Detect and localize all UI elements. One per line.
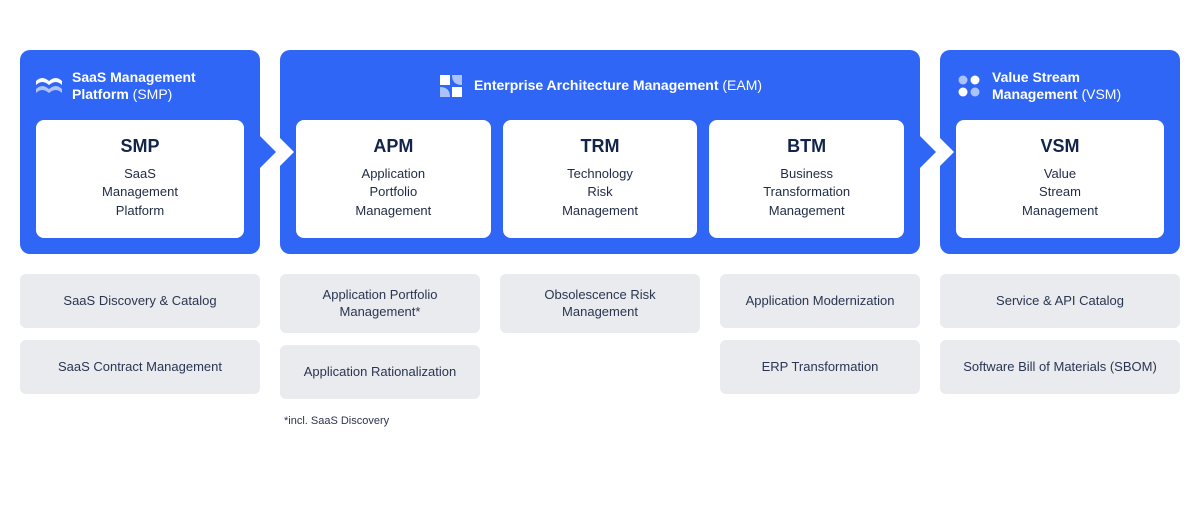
eam-title-suffix: (EAM) xyxy=(719,77,763,93)
vsm-title: Value Stream Management (VSM) xyxy=(992,69,1164,104)
trm-tags: Obsolescence Risk Management xyxy=(500,274,700,427)
card-line: Value xyxy=(964,165,1156,183)
vsm-tags: Service & API Catalog Software Bill of M… xyxy=(940,274,1180,427)
tags-row: SaaS Discovery & Catalog SaaS Contract M… xyxy=(20,274,1180,427)
eam-arrow-right-icon xyxy=(920,136,936,168)
vsm-title-suffix: (VSM) xyxy=(1078,86,1122,102)
card-line: Portfolio xyxy=(304,183,483,201)
tag-item: Application Rationalization xyxy=(280,345,480,399)
card-line: Risk xyxy=(511,183,690,201)
smp-card: SMP SaaS Management Platform xyxy=(36,120,244,238)
card-abbr: APM xyxy=(304,134,483,159)
panels-row: SaaS Management Platform (SMP) SMP SaaS … xyxy=(20,50,1180,254)
card-line: Management xyxy=(511,202,690,220)
vsm-title-bold: Value Stream Management xyxy=(992,69,1080,103)
tag-item: SaaS Discovery & Catalog xyxy=(20,274,260,328)
smp-tags: SaaS Discovery & Catalog SaaS Contract M… xyxy=(20,274,260,427)
eam-title-bold: Enterprise Architecture Management xyxy=(474,77,719,93)
tag-item: Service & API Catalog xyxy=(940,274,1180,328)
card-line: Business xyxy=(717,165,896,183)
tag-item: ERP Transformation xyxy=(720,340,920,394)
tag-item: Software Bill of Materials (SBOM) xyxy=(940,340,1180,394)
card-line: Stream xyxy=(964,183,1156,201)
apm-footnote: *incl. SaaS Discovery xyxy=(280,415,480,427)
eam-header: Enterprise Architecture Management (EAM) xyxy=(296,64,904,108)
card-abbr: TRM xyxy=(511,134,690,159)
eam-logo-icon xyxy=(438,73,464,99)
card-line: Management xyxy=(964,202,1156,220)
vsm-cards: VSM Value Stream Management xyxy=(956,120,1164,238)
vsm-header: Value Stream Management (VSM) xyxy=(956,64,1164,108)
card-line: Application xyxy=(304,165,483,183)
btm-card: BTM Business Transformation Management xyxy=(709,120,904,238)
card-abbr: BTM xyxy=(717,134,896,159)
eam-arrow-notch-left-icon xyxy=(278,136,294,168)
trm-card: TRM Technology Risk Management xyxy=(503,120,698,238)
apm-card: APM Application Portfolio Management xyxy=(296,120,491,238)
card-line: Management xyxy=(44,183,236,201)
smp-arrow-right-icon xyxy=(260,136,276,168)
vsm-logo-icon xyxy=(956,73,982,99)
vsm-arrow-notch-left-icon xyxy=(938,136,954,168)
card-abbr: SMP xyxy=(44,134,236,159)
tag-item: SaaS Contract Management xyxy=(20,340,260,394)
card-line: Transformation xyxy=(717,183,896,201)
tag-item: Application Portfolio Management* xyxy=(280,274,480,333)
card-line: Technology xyxy=(511,165,690,183)
eam-cards: APM Application Portfolio Management TRM… xyxy=(296,120,904,238)
card-line: Management xyxy=(304,202,483,220)
eam-title: Enterprise Architecture Management (EAM) xyxy=(474,77,762,95)
apm-tags: Application Portfolio Management* Applic… xyxy=(280,274,480,427)
smp-panel: SaaS Management Platform (SMP) SMP SaaS … xyxy=(20,50,260,254)
card-line: Platform xyxy=(44,202,236,220)
card-abbr: VSM xyxy=(964,134,1156,159)
tag-item: Application Modernization xyxy=(720,274,920,328)
tag-item: Obsolescence Risk Management xyxy=(500,274,700,333)
btm-tags: Application Modernization ERP Transforma… xyxy=(720,274,920,427)
smp-logo-icon xyxy=(36,73,62,99)
smp-title-suffix: (SMP) xyxy=(129,86,173,102)
card-line: Management xyxy=(717,202,896,220)
card-line: SaaS xyxy=(44,165,236,183)
vsm-panel: Value Stream Management (VSM) VSM Value … xyxy=(940,50,1180,254)
eam-panel: Enterprise Architecture Management (EAM)… xyxy=(280,50,920,254)
smp-cards: SMP SaaS Management Platform xyxy=(36,120,244,238)
smp-header: SaaS Management Platform (SMP) xyxy=(36,64,244,108)
smp-title: SaaS Management Platform (SMP) xyxy=(72,69,244,104)
vsm-card: VSM Value Stream Management xyxy=(956,120,1164,238)
